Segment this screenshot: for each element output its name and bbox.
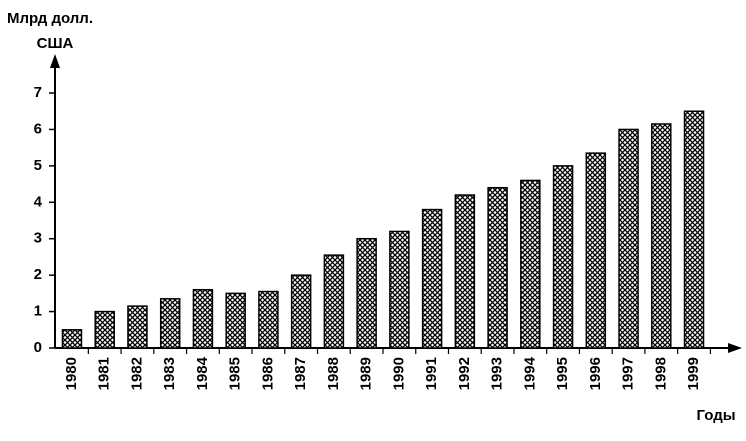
bar bbox=[61, 329, 83, 349]
bar bbox=[323, 254, 345, 349]
bar bbox=[487, 186, 508, 349]
y-axis-label: США bbox=[37, 35, 74, 52]
y-tick-label: 6 bbox=[34, 120, 42, 137]
y-tick-label: 7 bbox=[34, 84, 42, 101]
bar bbox=[618, 128, 639, 349]
x-tick-label: 1990 bbox=[390, 357, 407, 390]
x-tick-label: 1999 bbox=[685, 357, 702, 390]
x-tick-label: 1985 bbox=[227, 357, 244, 390]
bar bbox=[127, 305, 148, 349]
bar bbox=[520, 179, 541, 349]
bar bbox=[94, 310, 115, 349]
bar bbox=[290, 274, 312, 349]
bar bbox=[192, 288, 214, 349]
bar bbox=[389, 230, 410, 349]
bar bbox=[683, 110, 705, 349]
x-tick-label: 1987 bbox=[292, 357, 309, 390]
x-tick-label: 1983 bbox=[161, 357, 178, 390]
y-tick-label: 0 bbox=[34, 339, 42, 356]
bar bbox=[159, 298, 181, 349]
x-tick-label: 1986 bbox=[259, 357, 276, 390]
x-axis-arrow bbox=[728, 343, 742, 353]
bar bbox=[421, 208, 443, 349]
y-tick-label: 3 bbox=[34, 230, 42, 247]
bar bbox=[651, 123, 672, 349]
x-tick-label: 1988 bbox=[325, 357, 342, 390]
y-tick-label: 4 bbox=[34, 193, 43, 210]
x-axis-label: Годы bbox=[696, 407, 735, 424]
x-tick-label: 1992 bbox=[456, 357, 473, 390]
bar bbox=[552, 165, 574, 349]
x-tick-label: 1984 bbox=[194, 356, 211, 390]
bar bbox=[225, 292, 246, 349]
x-tick-label: 1980 bbox=[63, 357, 80, 390]
bar bbox=[356, 237, 377, 349]
x-tick-label: 1982 bbox=[128, 357, 145, 390]
y-tick-label: 1 bbox=[34, 303, 42, 320]
y-axis-label: Млрд долл. bbox=[7, 10, 93, 27]
bar bbox=[585, 152, 607, 349]
x-tick-label: 1998 bbox=[652, 357, 669, 390]
bar bbox=[454, 194, 476, 349]
x-tick-label: 1989 bbox=[358, 357, 375, 390]
x-tick-label: 1991 bbox=[423, 357, 440, 390]
y-tick-label: 5 bbox=[34, 157, 42, 174]
y-axis-arrow bbox=[50, 54, 60, 68]
x-tick-label: 1997 bbox=[620, 357, 637, 390]
bar bbox=[258, 290, 279, 349]
x-tick-label: 1981 bbox=[96, 357, 113, 390]
x-tick-label: 1996 bbox=[587, 357, 604, 390]
x-tick-label: 1995 bbox=[554, 357, 571, 390]
y-tick-label: 2 bbox=[34, 266, 42, 283]
x-tick-label: 1993 bbox=[489, 357, 506, 390]
x-tick-label: 1994 bbox=[521, 356, 538, 390]
